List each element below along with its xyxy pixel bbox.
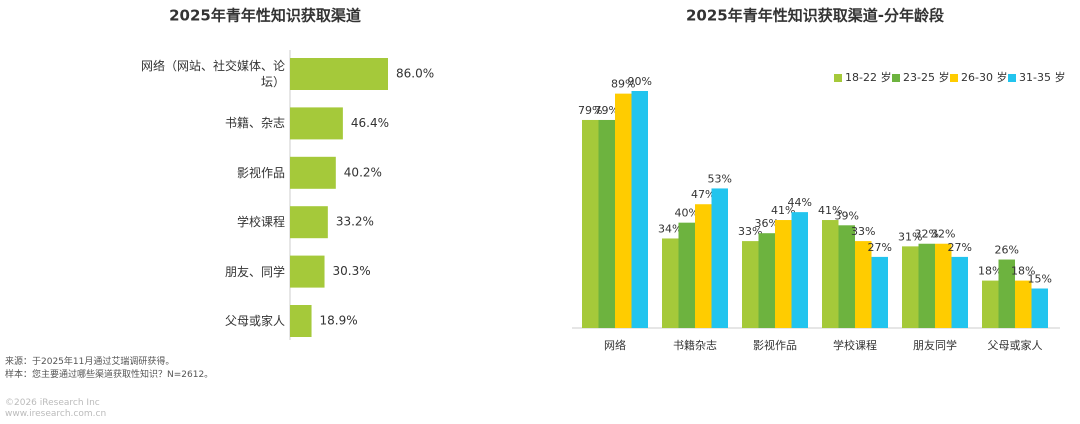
category-label: 影视作品: [236, 165, 285, 180]
bar: [290, 107, 343, 140]
bar: [290, 305, 312, 337]
value-label: 86.0%: [396, 67, 434, 81]
bar: [631, 91, 648, 328]
bar: [615, 93, 632, 328]
bar: [1031, 288, 1048, 328]
legend-label: 23-25 岁: [903, 70, 949, 84]
chart-title: 2025年青年性知识获取渠道: [169, 7, 361, 25]
value-label: 18%: [978, 265, 1002, 278]
category-label: 朋友、同学: [224, 264, 285, 279]
bar: [290, 255, 325, 288]
value-label: 30.3%: [333, 264, 371, 278]
legend-label: 26-30 岁: [961, 70, 1007, 84]
bar: [1015, 280, 1032, 328]
value-label: 18%: [1011, 265, 1035, 278]
value-label: 34%: [658, 222, 682, 235]
bar: [822, 220, 839, 328]
x-tick-label: 父母或家人: [988, 338, 1043, 352]
source-note: 来源：于2025年11月通过艾瑞调研获得。: [5, 357, 175, 367]
value-label: 33%: [738, 225, 762, 238]
bar: [838, 225, 855, 328]
x-tick-label: 学校课程: [833, 338, 877, 352]
value-label: 18.9%: [320, 314, 358, 328]
bar: [290, 206, 328, 239]
value-label: 46.4%: [351, 116, 389, 130]
bar: [290, 156, 336, 189]
value-label: 41%: [771, 204, 795, 217]
bar: [951, 256, 968, 328]
value-label: 44%: [788, 196, 812, 209]
bar: [695, 204, 712, 328]
value-label: 39%: [835, 209, 859, 222]
bar: [711, 188, 728, 328]
legend-label: 31-35 岁: [1019, 70, 1065, 84]
bar: [678, 222, 695, 328]
value-label: 31%: [898, 230, 922, 243]
bar: [758, 233, 775, 328]
bar: [662, 238, 679, 328]
value-label: 89%: [611, 78, 635, 91]
value-label: 33%: [851, 225, 875, 238]
legend-swatch: [834, 74, 842, 82]
value-label: 79%: [578, 104, 602, 117]
value-label: 27%: [948, 241, 972, 254]
bar: [902, 246, 919, 328]
bar: [598, 119, 615, 328]
legend-label: 18-22 岁: [845, 70, 891, 84]
x-tick-label: 网络: [604, 338, 626, 352]
bar: [855, 241, 872, 328]
value-label: 47%: [691, 188, 715, 201]
bar: [935, 243, 952, 328]
bar: [290, 58, 388, 90]
website: www.iresearch.com.cn: [5, 409, 107, 419]
bar: [918, 243, 935, 328]
bar: [791, 212, 808, 328]
bar: [582, 119, 599, 328]
legend-swatch: [892, 74, 900, 82]
sample-note: 样本：您主要通过哪些渠道获取性知识？N=2612。: [5, 370, 214, 380]
x-tick-label: 影视作品: [753, 338, 797, 352]
category-label: 学校课程: [236, 215, 285, 230]
legend-swatch: [950, 74, 958, 82]
value-label: 33.2%: [336, 215, 374, 229]
value-label: 90%: [628, 75, 652, 88]
value-label: 36%: [755, 217, 779, 230]
category-label: 父母或家人: [224, 314, 285, 328]
value-label: 32%: [915, 228, 939, 241]
value-label: 79%: [595, 104, 619, 117]
category-label: 网络（网站、社交媒体、论坛）: [140, 59, 285, 89]
bar: [998, 259, 1015, 328]
bar: [742, 241, 759, 328]
value-label: 15%: [1028, 273, 1052, 286]
bar: [982, 280, 999, 328]
value-label: 40%: [675, 207, 699, 220]
bar: [775, 220, 792, 328]
category-label: 书籍、杂志: [224, 116, 285, 131]
value-label: 53%: [708, 172, 732, 185]
copyright: ©2026 iResearch Inc: [5, 398, 100, 408]
chart-title: 2025年青年性知识获取渠道-分年龄段: [686, 7, 944, 25]
value-label: 41%: [818, 204, 842, 217]
x-tick-label: 朋友同学: [913, 338, 957, 352]
legend-swatch: [1008, 74, 1016, 82]
x-tick-label: 书籍杂志: [673, 338, 717, 352]
value-label: 27%: [868, 241, 892, 254]
bar: [871, 256, 888, 328]
value-label: 26%: [995, 244, 1019, 257]
value-label: 32%: [931, 228, 955, 241]
value-label: 40.2%: [344, 165, 382, 179]
